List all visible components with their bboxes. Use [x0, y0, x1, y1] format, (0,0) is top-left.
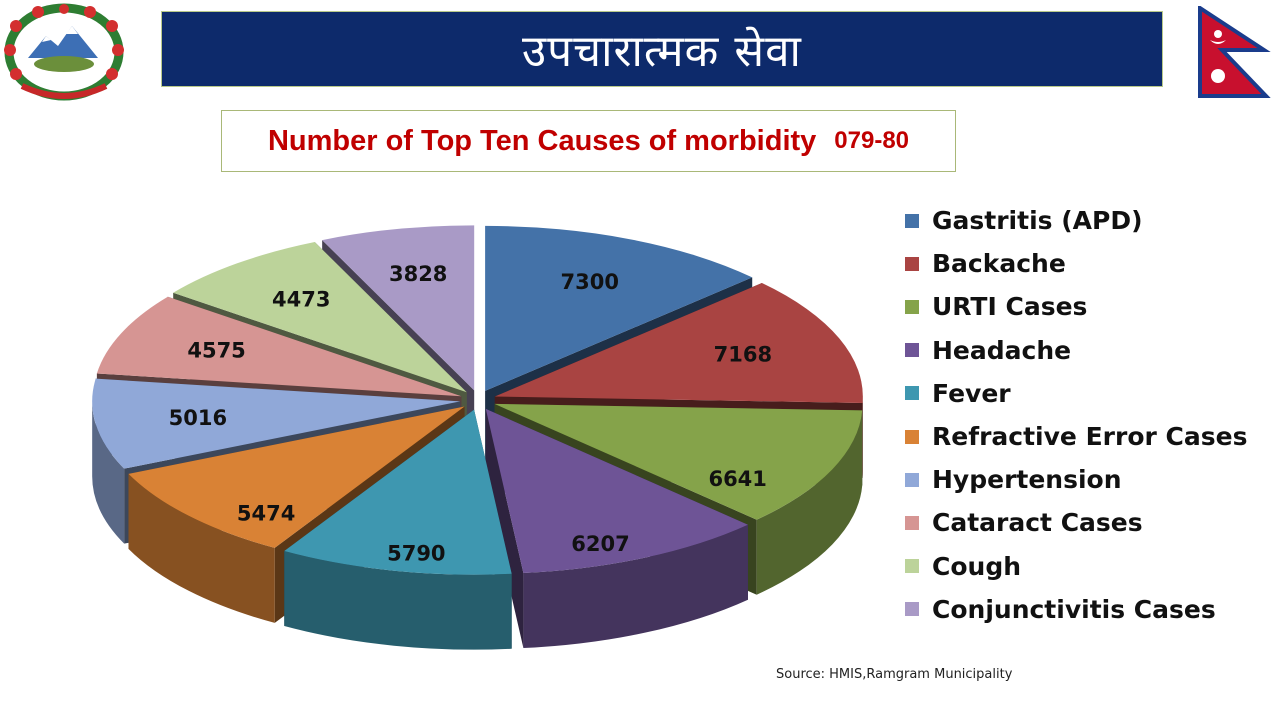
legend-label: Fever	[932, 378, 1011, 408]
legend-swatch	[905, 386, 919, 401]
legend-item: Conjunctivitis Cases	[905, 588, 1247, 631]
pie-chart: 7300 7168 6641 6207 5790 5474 5016 4575 4473 3828	[92, 225, 863, 650]
pie-slice	[494, 403, 863, 520]
legend-item: Gastritis (APD)	[905, 199, 1247, 242]
legend-item: Headache	[905, 329, 1247, 372]
data-label: 4575	[187, 339, 245, 363]
pie-slice	[485, 408, 748, 574]
legend-label: Cough	[932, 551, 1022, 581]
legend-item: Cataract Cases	[905, 501, 1247, 544]
pie-slice-rim	[756, 410, 863, 595]
chart-title: Number of Top Ten Causes of morbidity	[267, 124, 817, 157]
chart-title-box: Number of Top Ten Causes of morbidity 07…	[221, 110, 956, 172]
legend-swatch	[905, 343, 919, 358]
source-note: Source: HMIS,Ramgram Municipality	[776, 667, 1013, 682]
pie-slice	[96, 296, 462, 397]
legend-item: Backache	[905, 242, 1247, 285]
pie-slice-rim	[284, 551, 512, 650]
legend-swatch	[905, 472, 919, 487]
legend-label: Refractive Error Cases	[932, 422, 1248, 452]
legend-label: Cataract Cases	[932, 508, 1143, 538]
banner-title: उपचारात्मक सेवा	[522, 26, 802, 77]
data-label: 3828	[389, 262, 447, 286]
legend-swatch	[905, 256, 919, 271]
legend-swatch	[905, 515, 919, 530]
pie-tops	[92, 225, 863, 575]
legend-item: Refractive Error Cases	[905, 415, 1247, 458]
legend-label: Backache	[932, 249, 1066, 279]
data-label: 7168	[714, 343, 772, 367]
nepal-flag-icon	[1198, 6, 1271, 98]
legend-label: Conjunctivitis Cases	[932, 594, 1216, 624]
pie-slice-wall	[485, 408, 524, 649]
data-label: 5016	[169, 406, 227, 430]
legend-item: URTI Cases	[905, 285, 1247, 328]
pie-slice	[92, 378, 461, 469]
header-banner: उपचारात्मक सेवा	[161, 11, 1163, 87]
data-label: 5790	[387, 542, 445, 566]
pie-slice-rim	[523, 524, 748, 649]
legend-label: Hypertension	[932, 465, 1122, 495]
legend-swatch	[905, 213, 919, 228]
chart-legend: Gastritis (APD) Backache URTI Cases Head…	[905, 199, 1247, 631]
chart-year: 079-80	[834, 127, 910, 154]
legend-item: Fever	[905, 372, 1247, 415]
legend-item: Hypertension	[905, 458, 1247, 501]
pie-labels: 7300 7168 6641 6207 5790 5474 5016 4575 4473 3828	[169, 262, 772, 565]
pie-slice-rim	[128, 473, 275, 623]
legend-label: Gastritis (APD)	[932, 206, 1143, 236]
pie-slice	[494, 283, 863, 403]
pie-slice	[284, 409, 512, 575]
pie-slice	[173, 242, 467, 393]
data-label: 6207	[571, 532, 629, 556]
data-label: 4473	[272, 288, 330, 312]
data-label: 5474	[237, 501, 295, 525]
legend-swatch	[905, 429, 919, 444]
pie-slice	[128, 406, 465, 548]
legend-swatch	[905, 299, 919, 314]
legend-swatch	[905, 602, 919, 617]
nepal-emblem-icon	[4, 3, 124, 101]
legend-label: URTI Cases	[932, 292, 1088, 322]
data-label: 7300	[561, 270, 619, 294]
data-label: 6641	[708, 467, 766, 491]
pie-slice	[485, 225, 753, 391]
legend-swatch	[905, 559, 919, 574]
pie-slice-rim	[92, 401, 125, 544]
legend-item: Cough	[905, 545, 1247, 588]
pie-slice	[322, 225, 475, 391]
legend-label: Headache	[932, 335, 1072, 365]
